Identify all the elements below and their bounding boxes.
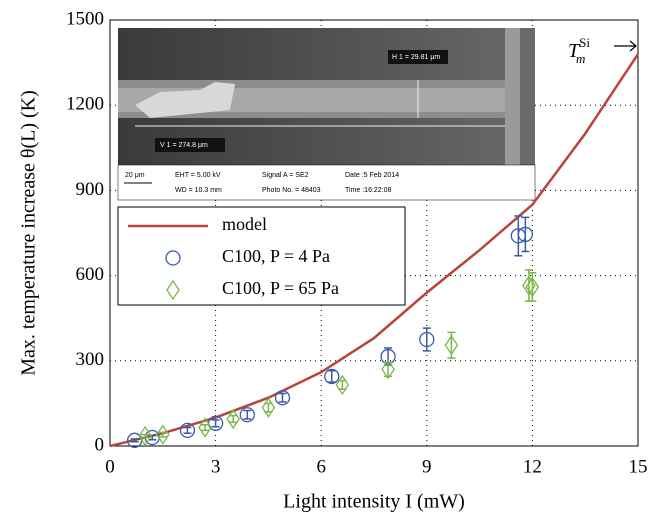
data-point — [198, 417, 212, 438]
x-tick-label: 15 — [629, 456, 648, 477]
label-box — [155, 138, 225, 152]
error-bar — [338, 379, 347, 390]
error-bar — [243, 409, 252, 420]
error-bar — [229, 414, 238, 424]
data-point — [179, 422, 196, 439]
sem-inset: H 1 = 29.81 μm V 1 = 274.8 μm 20 μm EHT = 5… — [117, 28, 536, 201]
y-tick-label: 300 — [76, 349, 105, 370]
error-bar — [183, 426, 192, 434]
inset-text: 20 μm — [125, 172, 145, 179]
error-bar — [521, 216, 530, 253]
x-axis-label: Light intensity I (mW) — [283, 491, 465, 513]
x-tick-label: 0 — [105, 456, 115, 477]
data-point — [156, 424, 170, 445]
debris — [135, 82, 235, 118]
data-point — [324, 368, 340, 385]
legend-label: C100, P = 4 Pa — [222, 246, 330, 266]
info-bar — [117, 164, 536, 201]
y-tick-label: 600 — [76, 264, 105, 285]
legend: model C100, P = 4 Pa C100, P = 65 Pa — [117, 206, 406, 306]
error-bar — [327, 369, 336, 383]
data-point — [138, 425, 152, 447]
annotation-part: Si — [579, 35, 590, 50]
data-point — [525, 276, 540, 298]
legend-box — [117, 206, 406, 306]
data-point — [517, 226, 534, 243]
y-tick-label: 900 — [76, 179, 105, 200]
y-axis-label: Max. temperature increase θ(L) (K) — [18, 90, 40, 376]
error-bar — [384, 361, 393, 378]
annotation-arrow — [614, 40, 637, 52]
legend-swatch — [165, 250, 181, 266]
inset-text: H 1 = 29.81 μm — [392, 54, 440, 61]
annotation-part: T — [568, 40, 581, 62]
data-point — [419, 331, 435, 348]
inset-text: V 1 = 274.8 μm — [160, 142, 208, 149]
inset-text: Photo No. = 48403 — [262, 187, 321, 194]
edge — [505, 28, 520, 165]
y-tick-label: 1500 — [66, 8, 104, 29]
error-bar — [130, 438, 139, 443]
annotation: TSi m — [568, 35, 590, 66]
error-bar — [148, 434, 157, 441]
error-bar — [141, 433, 150, 439]
data-point — [381, 359, 395, 380]
error-bar — [211, 419, 220, 428]
y-tick-label: 1200 — [66, 94, 104, 115]
data-point — [226, 408, 240, 430]
error-bar — [158, 431, 167, 438]
plot-frame — [109, 19, 639, 447]
inset-text: Signal A = SE2 — [262, 172, 309, 179]
error-bar — [422, 327, 431, 352]
annotation-part: m — [576, 51, 585, 66]
data-point — [261, 397, 276, 418]
model-line — [109, 53, 640, 448]
data-point — [239, 407, 255, 423]
error-bar — [278, 392, 287, 403]
error-bar — [201, 423, 210, 432]
inset-text: WD = 10.3 mm — [175, 187, 222, 194]
inset-text: Date :5 Feb 2014 — [345, 172, 399, 179]
y-tick-label: 0 — [95, 434, 105, 455]
label-box — [388, 50, 448, 64]
error-bar — [264, 402, 273, 413]
inset-text: EHT = 5.00 kV — [175, 172, 221, 179]
x-tick-label: 12 — [523, 456, 542, 477]
legend-label: C100, P = 65 Pa — [222, 278, 339, 298]
legend-label: model — [222, 214, 267, 234]
data-point — [335, 374, 350, 396]
legend-swatch — [166, 279, 180, 301]
x-tick-label: 6 — [316, 456, 326, 477]
data-point — [444, 335, 459, 356]
x-tick-label: 3 — [211, 456, 221, 477]
inset-text: Time :16:22:08 — [345, 187, 392, 194]
x-tick-label: 9 — [422, 456, 432, 477]
data-point — [274, 390, 291, 406]
